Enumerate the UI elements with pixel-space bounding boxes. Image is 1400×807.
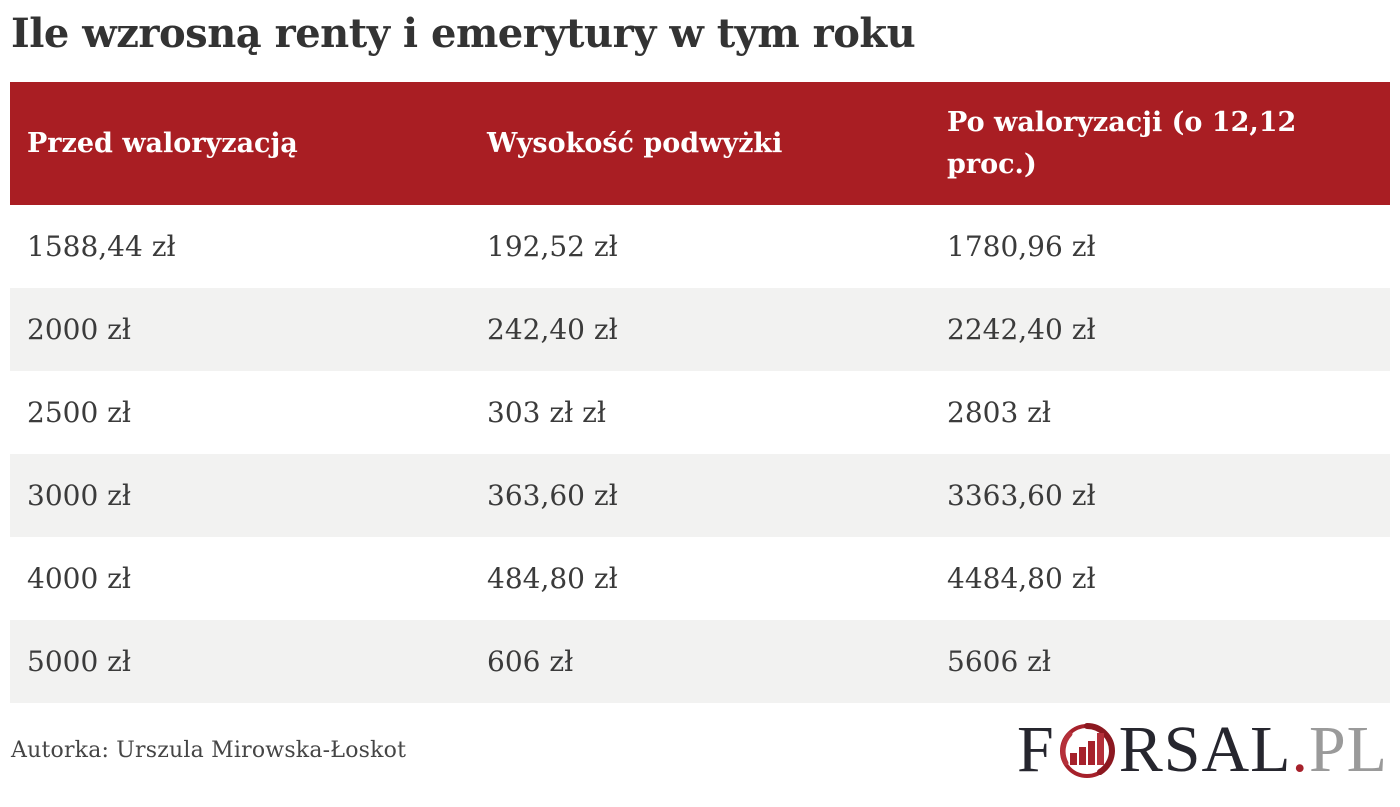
table-cell: 192,52 zł [487,230,618,264]
table-row: 4000 zł 484,80 zł 4484,80 zł [10,537,1390,620]
table-cell: 2500 zł [27,396,131,430]
table-cell: 2000 zł [27,313,131,347]
table-cell: 303 zł zł [487,396,606,430]
table-cell: 3363,60 zł [947,479,1096,513]
table-row: 1588,44 zł 192,52 zł 1780,96 zł [10,205,1390,288]
footer: Autorka: Urszula Mirowska-Łoskot F RSAL … [11,703,1388,797]
column-header-raise-amount: Wysokość podwyżki [487,127,783,159]
pension-table: Przed waloryzacją Wysokość podwyżki Po w… [10,82,1390,704]
page-title: Ile wzrosną renty i emerytury w tym roku [11,10,916,57]
table-header-row: Przed waloryzacją Wysokość podwyżki Po w… [10,82,1390,206]
table-cell: 242,40 zł [487,313,618,347]
table-row: 5000 zł 606 zł 5606 zł [10,620,1390,704]
table-cell: 2803 zł [947,396,1051,430]
logo-letters-rsal: RSAL [1118,713,1292,787]
table-cell: 484,80 zł [487,562,618,596]
logo-letters-pl: PL [1308,713,1388,787]
logo-dot: . [1291,713,1309,787]
table-cell: 1780,96 zł [947,230,1096,264]
table-cell: 4484,80 zł [947,562,1096,596]
infographic: Ile wzrosną renty i emerytury w tym roku… [0,10,1400,807]
table-cell: 606 zł [487,645,574,679]
forsal-pl-logo: F RSAL . PL [1017,717,1388,783]
table-cell: 2242,40 zł [947,313,1096,347]
table-cell: 5606 zł [947,645,1051,679]
author-credit: Autorka: Urszula Mirowska-Łoskot [11,737,407,763]
logo-letter-f: F [1017,713,1055,787]
column-header-after-indexation: Po waloryzacji (o 12,12 proc.) [947,106,1297,180]
table-row: 2500 zł 303 zł zł 2803 zł [10,371,1390,454]
table-cell: 363,60 zł [487,479,618,513]
column-header-before-indexation: Przed waloryzacją [27,127,298,159]
table-cell: 4000 zł [27,562,131,596]
table-row: 3000 zł 363,60 zł 3363,60 zł [10,454,1390,538]
table-cell: 3000 zł [27,479,131,513]
table-cell: 1588,44 zł [27,230,176,264]
bar-chart-circle-icon [1059,723,1115,779]
table-cell: 5000 zł [27,645,131,679]
table-row: 2000 zł 242,40 zł 2242,40 zł [10,288,1390,372]
